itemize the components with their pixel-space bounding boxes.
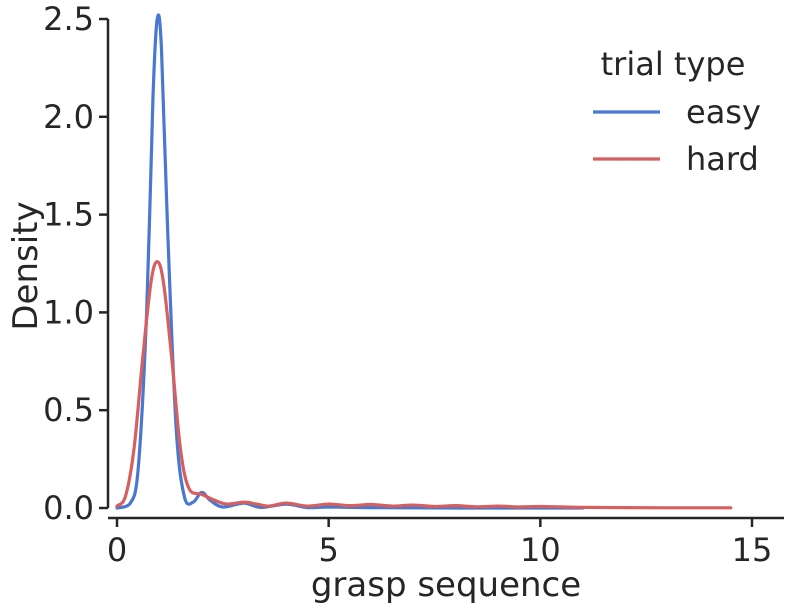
plot-series bbox=[115, 13, 733, 510]
y-tick-label: 0.0 bbox=[43, 489, 94, 527]
x-tick-label: 5 bbox=[318, 531, 338, 569]
x-axis-ticks: 0 5 10 15 bbox=[107, 518, 773, 569]
legend-label-hard: hard bbox=[686, 140, 759, 178]
legend-items: easy hard bbox=[593, 93, 761, 178]
series-line-hard bbox=[115, 259, 733, 510]
y-tick-label: 2.5 bbox=[43, 0, 94, 38]
x-tick-label: 0 bbox=[107, 531, 127, 569]
y-tick-label: 2.0 bbox=[43, 98, 94, 136]
legend-title: trial type bbox=[601, 45, 746, 83]
y-tick-label: 1.5 bbox=[43, 196, 94, 234]
x-tick-label: 10 bbox=[520, 531, 561, 569]
x-axis-title: grasp sequence bbox=[311, 565, 581, 605]
x-axis: 0 5 10 15 bbox=[107, 516, 784, 569]
legend: trial type easy hard bbox=[593, 45, 761, 178]
y-tick-label: 0.5 bbox=[43, 391, 94, 429]
y-axis: 0.0 0.5 1.0 1.5 2.0 2.5 bbox=[43, 0, 110, 527]
y-axis-title: Density bbox=[6, 201, 46, 330]
x-tick-label: 15 bbox=[732, 531, 773, 569]
legend-label-easy: easy bbox=[686, 93, 761, 131]
y-tick-label: 1.0 bbox=[43, 293, 94, 331]
series-line-easy bbox=[115, 13, 585, 510]
y-axis-ticks: 0.0 0.5 1.0 1.5 2.0 2.5 bbox=[43, 0, 108, 527]
